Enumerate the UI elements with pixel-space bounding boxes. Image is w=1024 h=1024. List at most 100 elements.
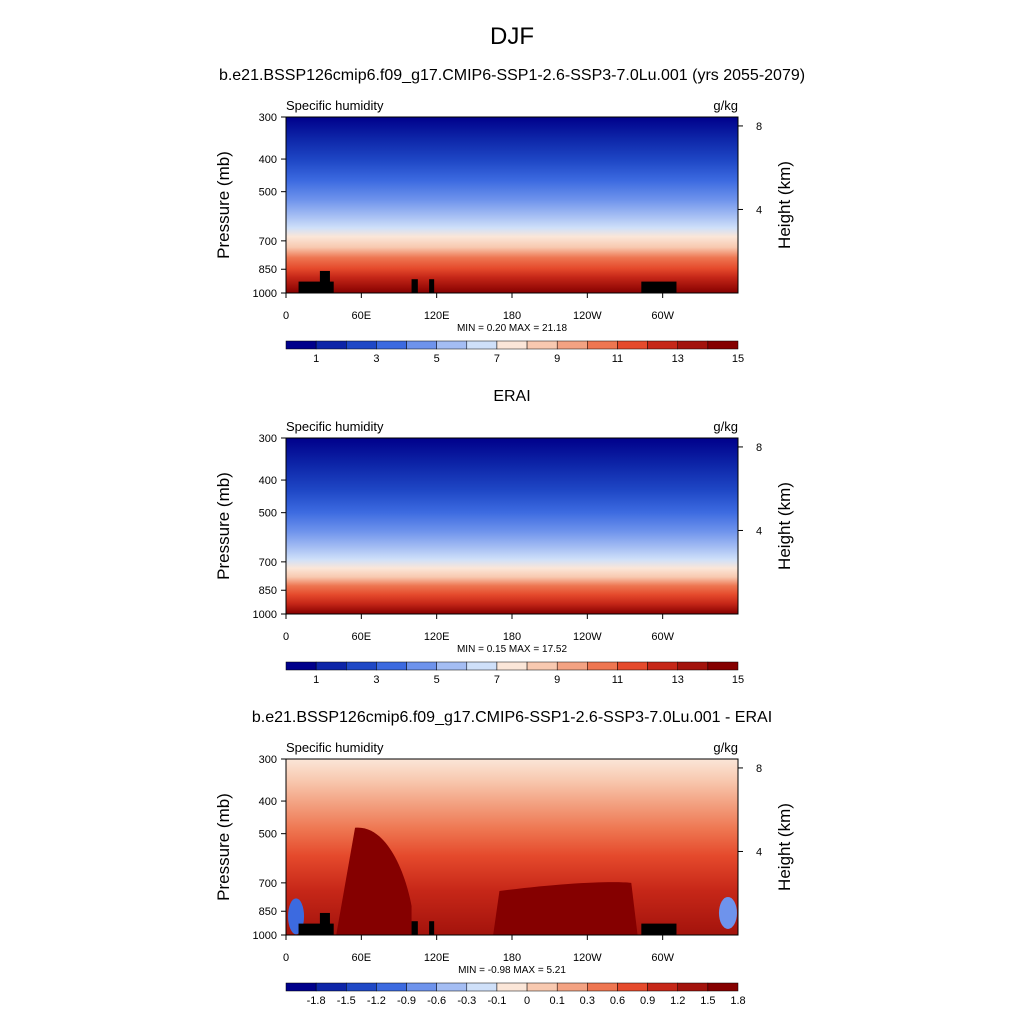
colorbar-swatch [677,340,709,350]
y2-tick-label: 8 [756,442,762,454]
colorbar-swatch [617,982,648,992]
colorbar-label: 0.6 [610,995,625,1007]
colorbar-swatch [647,340,678,350]
colorbar-label: 9 [554,674,560,686]
colorbar-swatch [707,982,739,992]
y-tick-label: 500 [259,187,277,199]
topography-mask [298,923,334,935]
topography-mask [298,281,334,293]
y2-axis-title: Height (km) [775,161,794,249]
colorbar-label: 13 [672,353,684,365]
colorbar-label: 15 [732,674,744,686]
colorbar-swatch [466,661,498,671]
colorbar-label: -0.1 [487,995,506,1007]
colorbar-label: -1.8 [307,995,326,1007]
colorbar-swatch [556,661,588,671]
x-tick-label: 60E [352,952,372,964]
colorbar-label: 11 [612,674,623,686]
y-tick-label: 1000 [253,930,277,942]
y-tick-label: 700 [259,236,277,248]
min-max-stats: MIN = -0.98 MAX = 5.21 [458,965,566,976]
colorbar-swatch [406,982,437,992]
topography-mask [319,912,330,935]
colorbar-swatch [647,982,678,992]
panel-2-title: ERAI [493,388,530,405]
colorbar-label: 5 [434,674,440,686]
x-tick-label: 60W [651,631,674,643]
x-tick-label: 120W [573,310,602,322]
x-tick-label: 120E [424,952,450,964]
topography-mask [411,279,418,293]
x-tick-label: 60W [651,310,674,322]
colorbar-swatch [315,982,347,992]
colorbar-swatch [466,982,498,992]
colorbar-swatch [496,661,528,671]
heatmap-region [718,896,737,929]
y-tick-label: 850 [259,264,277,276]
colorbar-label: 1.2 [670,995,685,1007]
y-tick-label: 300 [259,112,277,124]
colorbar-label: -1.2 [367,995,386,1007]
y-axis-title: Pressure (mb) [214,151,233,259]
x-tick-label: 0 [283,952,289,964]
y-tick-label: 500 [259,508,277,520]
colorbar-label: 5 [434,353,440,365]
colorbar-swatch [315,340,347,350]
colorbar-swatch [526,340,558,350]
y-tick-label: 1000 [253,288,277,300]
colorbar-swatch [707,340,739,350]
y-tick-label: 300 [259,754,277,766]
colorbar-label: 1.5 [700,995,715,1007]
colorbar-swatch [285,661,317,671]
panel-3-title: b.e21.BSSP126cmip6.f09_g17.CMIP6-SSP1-2.… [252,709,772,726]
variable-label: Specific humidity [286,419,384,434]
x-tick-label: 120W [573,631,602,643]
colorbar-label: -0.9 [397,995,416,1007]
y-axis-title: Pressure (mb) [214,472,233,580]
colorbar-swatch [496,982,528,992]
colorbar-swatch [315,661,347,671]
colorbar-swatch [587,340,618,350]
colorbar-swatch [406,661,437,671]
y-tick-label: 1000 [253,609,277,621]
colorbar-swatch [285,982,317,992]
y2-tick-label: 4 [756,525,762,537]
colorbar-swatch [587,982,618,992]
colorbar-swatch [406,340,437,350]
colorbar-label: 3 [373,353,379,365]
units-label: g/kg [713,740,738,755]
heatmap-field [286,438,738,614]
colorbar-swatch [647,661,678,671]
x-tick-label: 180 [503,310,521,322]
colorbar-swatch [677,661,709,671]
heatmap-region [493,882,638,935]
colorbar-label: 7 [494,674,500,686]
colorbar-swatch [376,982,407,992]
topography-mask [319,270,330,293]
y-tick-label: 400 [259,475,277,487]
topography-mask [641,281,677,293]
units-label: g/kg [713,419,738,434]
y-axis-title: Pressure (mb) [214,793,233,901]
topography-mask [429,279,435,293]
y-tick-label: 400 [259,154,277,166]
colorbar-swatch [285,340,317,350]
y2-tick-label: 8 [756,763,762,775]
colorbar-label: 9 [554,353,560,365]
heatmap-region [336,827,412,935]
y-tick-label: 850 [259,585,277,597]
colorbar-label: -0.6 [427,995,446,1007]
y2-tick-label: 4 [756,204,762,216]
colorbar-swatch [587,661,618,671]
y-tick-label: 400 [259,796,277,808]
topography-mask [411,921,418,935]
x-tick-label: 180 [503,952,521,964]
units-label: g/kg [713,98,738,113]
colorbar-swatch [556,340,588,350]
panel-1-title: b.e21.BSSP126cmip6.f09_g17.CMIP6-SSP1-2.… [219,67,805,84]
colorbar-swatch [436,982,468,992]
colorbar-swatch [436,340,468,350]
y2-tick-label: 4 [756,846,762,858]
x-tick-label: 180 [503,631,521,643]
